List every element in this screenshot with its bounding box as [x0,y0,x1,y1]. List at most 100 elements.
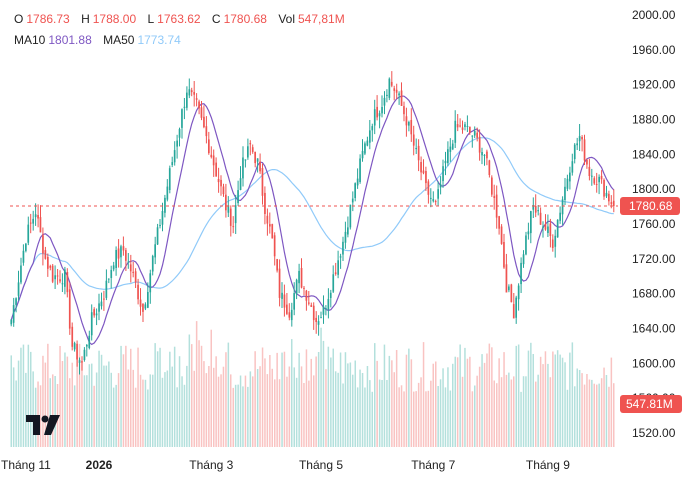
candle-body [461,127,464,130]
volume-bar [86,375,88,447]
candle-body [376,106,378,118]
volume-bar [437,386,439,447]
volume-bar [325,369,327,447]
volume-bar [271,368,273,447]
candle-body [532,205,535,210]
volume-bar [303,383,305,447]
volume-bar [81,361,83,447]
candle-body [369,130,371,143]
volume-bar [232,387,234,447]
volume-bar [293,367,295,447]
y-tick-label: 1680.00 [632,287,676,301]
candle-body [239,178,242,190]
candle-body [181,109,183,128]
volume-bar [464,347,466,447]
ma10-line [10,95,615,346]
volume-bar [320,327,322,447]
volume-bar [395,350,398,447]
volume-bar [44,362,47,447]
candle-body [173,150,176,163]
volume-bar [266,374,269,447]
volume-bar [200,345,203,447]
candle-body [466,126,469,127]
candle-body [337,260,339,275]
y-tick-label: 1520.00 [632,426,676,440]
volume-bar [488,343,491,447]
candle-body [320,317,322,319]
candle-body [459,125,461,127]
volume-bar [237,384,239,447]
candle-body [288,312,291,318]
volume-bar [276,352,278,447]
volume-bar [73,385,76,447]
candle-body [522,254,525,265]
candle-body [381,107,383,114]
volume-bar [298,352,300,447]
volume-bar [574,386,576,447]
volume-bar [510,379,513,447]
volume-bar [588,379,591,447]
candle-body [378,113,381,117]
volume-bar [149,374,151,447]
volume-bar [539,356,542,447]
candle-body [395,89,398,93]
candle-body [95,313,98,316]
candle-body [515,297,517,318]
candle-body [610,202,613,205]
candle-body [25,243,27,251]
volume-bar [110,372,112,447]
volume-bar [122,354,125,447]
candle-body [400,90,403,106]
candle-body [354,183,356,198]
volume-bar [108,361,110,447]
candle-body [573,144,576,160]
candle-body [349,204,352,228]
volume-bar [283,351,286,447]
volume-bar [481,354,483,447]
candle-body [364,143,366,154]
volume-bar [88,364,91,447]
ohlc-legend: O 1786.73 H 1788.00 L 1763.62 C 1780.68 Vol 5… [14,12,353,26]
volume-bar [461,376,464,447]
volume-bar [242,386,244,447]
volume-bar [310,358,312,447]
volume-bar [247,386,249,447]
volume-bar [142,379,144,447]
candle-body [554,235,557,247]
candle-body [178,129,181,138]
x-tick-label: Tháng 5 [299,458,343,472]
volume-bar [564,362,566,447]
candle-body [217,179,220,183]
volume-bar [327,346,330,447]
candle-body [125,250,127,261]
candle-body [64,269,66,287]
candle-body [612,200,615,206]
volume-bar [54,376,56,447]
volume-bar [252,376,254,447]
tradingview-logo-icon[interactable] [26,415,62,442]
candle-body [403,106,405,115]
volume-bar [403,391,405,447]
volume-bar [486,353,488,447]
candle-body [569,172,571,182]
candle-body [571,161,574,173]
volume-bar [305,349,308,447]
candle-body [278,268,281,298]
candle-body [564,186,566,200]
volume-bar [71,362,73,447]
volume-bar [91,363,93,447]
candle-body [71,326,74,347]
volume-bar [591,379,593,447]
candle-body [442,166,444,182]
volume-bar [100,354,103,447]
y-tick-label: 1880.00 [632,113,676,127]
volume-bar [166,370,169,447]
volume-bar [508,372,510,447]
volume-bar [459,344,461,447]
candle-body [159,225,161,226]
candle-body [88,335,91,348]
volume-bar [278,379,281,447]
candle-body [539,212,542,225]
volume-bar [10,355,12,447]
